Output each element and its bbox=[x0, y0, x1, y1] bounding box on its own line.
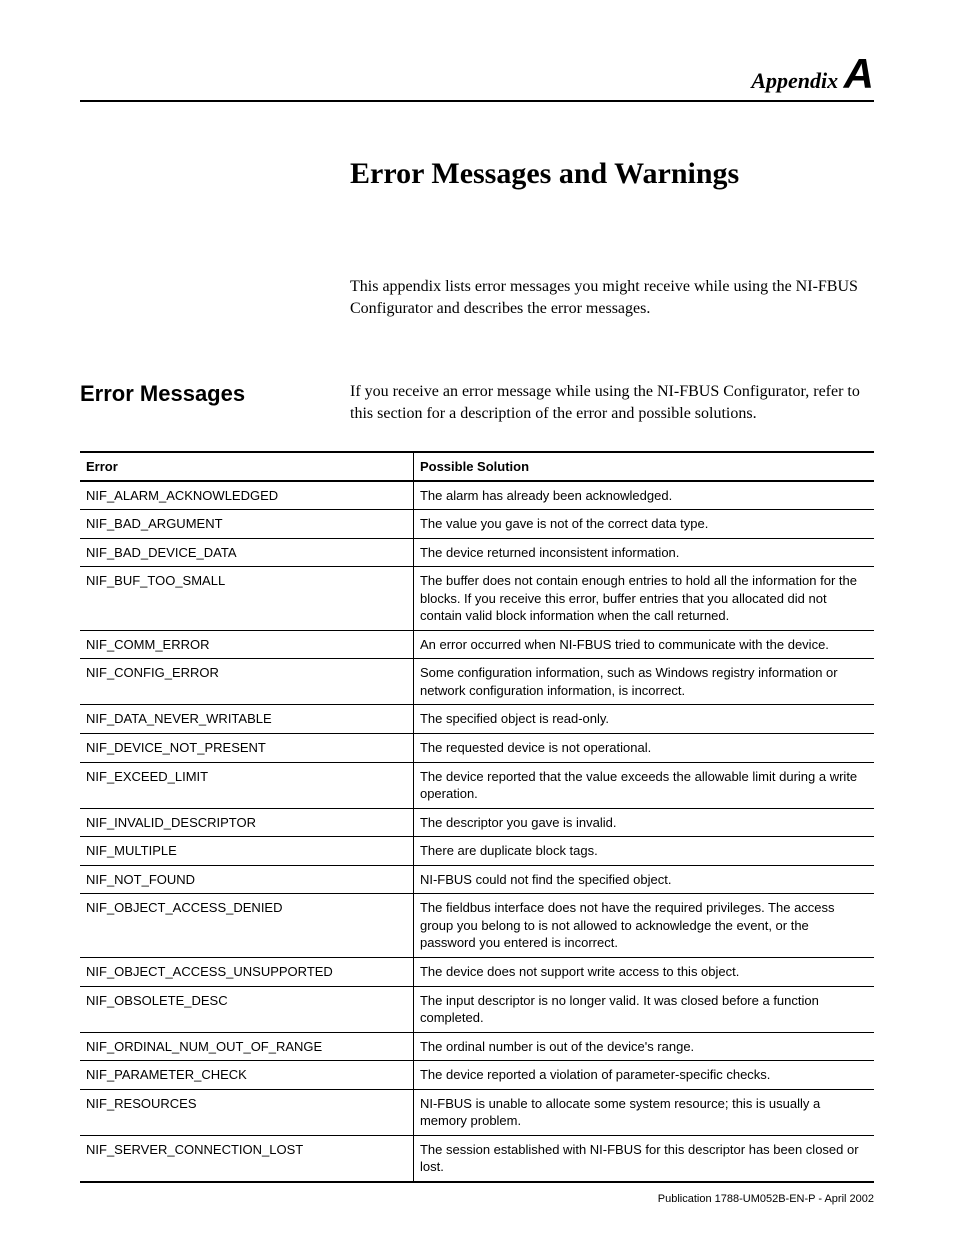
intro-text: This appendix lists error messages you m… bbox=[350, 276, 874, 321]
error-code-cell: NIF_EXCEED_LIMIT bbox=[80, 762, 413, 808]
error-code-cell: NIF_PARAMETER_CHECK bbox=[80, 1061, 413, 1090]
appendix-letter: A bbox=[844, 50, 874, 97]
error-solution-cell: The descriptor you gave is invalid. bbox=[413, 808, 874, 837]
error-code-cell: NIF_OBJECT_ACCESS_UNSUPPORTED bbox=[80, 957, 413, 986]
table-header-solution: Possible Solution bbox=[413, 452, 874, 481]
error-code-cell: NIF_DEVICE_NOT_PRESENT bbox=[80, 734, 413, 763]
table-row: NIF_ALARM_ACKNOWLEDGEDThe alarm has alre… bbox=[80, 481, 874, 510]
table-row: NIF_CONFIG_ERRORSome configuration infor… bbox=[80, 659, 874, 705]
page-title: Error Messages and Warnings bbox=[350, 157, 874, 191]
table-row: NIF_OBSOLETE_DESCThe input descriptor is… bbox=[80, 986, 874, 1032]
error-code-cell: NIF_INVALID_DESCRIPTOR bbox=[80, 808, 413, 837]
error-solution-cell: The ordinal number is out of the device'… bbox=[413, 1032, 874, 1061]
error-solution-cell: There are duplicate block tags. bbox=[413, 837, 874, 866]
error-solution-cell: NI-FBUS is unable to allocate some syste… bbox=[413, 1089, 874, 1135]
error-solution-cell: The requested device is not operational. bbox=[413, 734, 874, 763]
error-solution-cell: The device reported a violation of param… bbox=[413, 1061, 874, 1090]
table-row: NIF_PARAMETER_CHECKThe device reported a… bbox=[80, 1061, 874, 1090]
error-code-cell: NIF_SERVER_CONNECTION_LOST bbox=[80, 1135, 413, 1182]
table-row: NIF_OBJECT_ACCESS_UNSUPPORTEDThe device … bbox=[80, 957, 874, 986]
table-row: NIF_NOT_FOUNDNI-FBUS could not find the … bbox=[80, 865, 874, 894]
table-row: NIF_SERVER_CONNECTION_LOSTThe session es… bbox=[80, 1135, 874, 1182]
footer-publication: Publication 1788-UM052B-EN-P - April 200… bbox=[658, 1193, 874, 1205]
table-row: NIF_RESOURCESNI-FBUS is unable to alloca… bbox=[80, 1089, 874, 1135]
table-row: NIF_DATA_NEVER_WRITABLEThe specified obj… bbox=[80, 705, 874, 734]
error-solution-cell: The device does not support write access… bbox=[413, 957, 874, 986]
table-row: NIF_INVALID_DESCRIPTORThe descriptor you… bbox=[80, 808, 874, 837]
error-solution-cell: The session established with NI-FBUS for… bbox=[413, 1135, 874, 1182]
error-code-cell: NIF_BAD_DEVICE_DATA bbox=[80, 538, 413, 567]
table-row: NIF_MULTIPLEThere are duplicate block ta… bbox=[80, 837, 874, 866]
appendix-label: Appendix A bbox=[80, 50, 874, 98]
error-code-cell: NIF_CONFIG_ERROR bbox=[80, 659, 413, 705]
table-row: NIF_BUF_TOO_SMALLThe buffer does not con… bbox=[80, 567, 874, 631]
error-solution-cell: The fieldbus interface does not have the… bbox=[413, 894, 874, 958]
error-table: Error Possible Solution NIF_ALARM_ACKNOW… bbox=[80, 451, 874, 1183]
section-heading: Error Messages bbox=[80, 381, 350, 426]
error-code-cell: NIF_DATA_NEVER_WRITABLE bbox=[80, 705, 413, 734]
table-header-error: Error bbox=[80, 452, 413, 481]
error-solution-cell: The specified object is read-only. bbox=[413, 705, 874, 734]
table-row: NIF_OBJECT_ACCESS_DENIEDThe fieldbus int… bbox=[80, 894, 874, 958]
table-row: NIF_BAD_DEVICE_DATAThe device returned i… bbox=[80, 538, 874, 567]
error-code-cell: NIF_MULTIPLE bbox=[80, 837, 413, 866]
appendix-word: Appendix bbox=[751, 68, 838, 93]
header-rule bbox=[80, 100, 874, 102]
section-row: Error Messages If you receive an error m… bbox=[80, 381, 874, 426]
table-row: NIF_COMM_ERRORAn error occurred when NI-… bbox=[80, 630, 874, 659]
error-code-cell: NIF_OBSOLETE_DESC bbox=[80, 986, 413, 1032]
error-code-cell: NIF_NOT_FOUND bbox=[80, 865, 413, 894]
error-solution-cell: The device returned inconsistent informa… bbox=[413, 538, 874, 567]
error-code-cell: NIF_ORDINAL_NUM_OUT_OF_RANGE bbox=[80, 1032, 413, 1061]
error-solution-cell: The value you gave is not of the correct… bbox=[413, 510, 874, 539]
error-code-cell: NIF_RESOURCES bbox=[80, 1089, 413, 1135]
table-header-row: Error Possible Solution bbox=[80, 452, 874, 481]
error-solution-cell: The buffer does not contain enough entri… bbox=[413, 567, 874, 631]
error-solution-cell: The input descriptor is no longer valid.… bbox=[413, 986, 874, 1032]
error-code-cell: NIF_OBJECT_ACCESS_DENIED bbox=[80, 894, 413, 958]
error-solution-cell: NI-FBUS could not find the specified obj… bbox=[413, 865, 874, 894]
error-code-cell: NIF_ALARM_ACKNOWLEDGED bbox=[80, 481, 413, 510]
error-solution-cell: The alarm has already been acknowledged. bbox=[413, 481, 874, 510]
error-solution-cell: The device reported that the value excee… bbox=[413, 762, 874, 808]
error-code-cell: NIF_BUF_TOO_SMALL bbox=[80, 567, 413, 631]
table-row: NIF_BAD_ARGUMENTThe value you gave is no… bbox=[80, 510, 874, 539]
section-text: If you receive an error message while us… bbox=[350, 381, 874, 426]
error-code-cell: NIF_BAD_ARGUMENT bbox=[80, 510, 413, 539]
table-row: NIF_ORDINAL_NUM_OUT_OF_RANGEThe ordinal … bbox=[80, 1032, 874, 1061]
error-code-cell: NIF_COMM_ERROR bbox=[80, 630, 413, 659]
table-row: NIF_EXCEED_LIMITThe device reported that… bbox=[80, 762, 874, 808]
error-solution-cell: Some configuration information, such as … bbox=[413, 659, 874, 705]
table-row: NIF_DEVICE_NOT_PRESENTThe requested devi… bbox=[80, 734, 874, 763]
error-solution-cell: An error occurred when NI-FBUS tried to … bbox=[413, 630, 874, 659]
